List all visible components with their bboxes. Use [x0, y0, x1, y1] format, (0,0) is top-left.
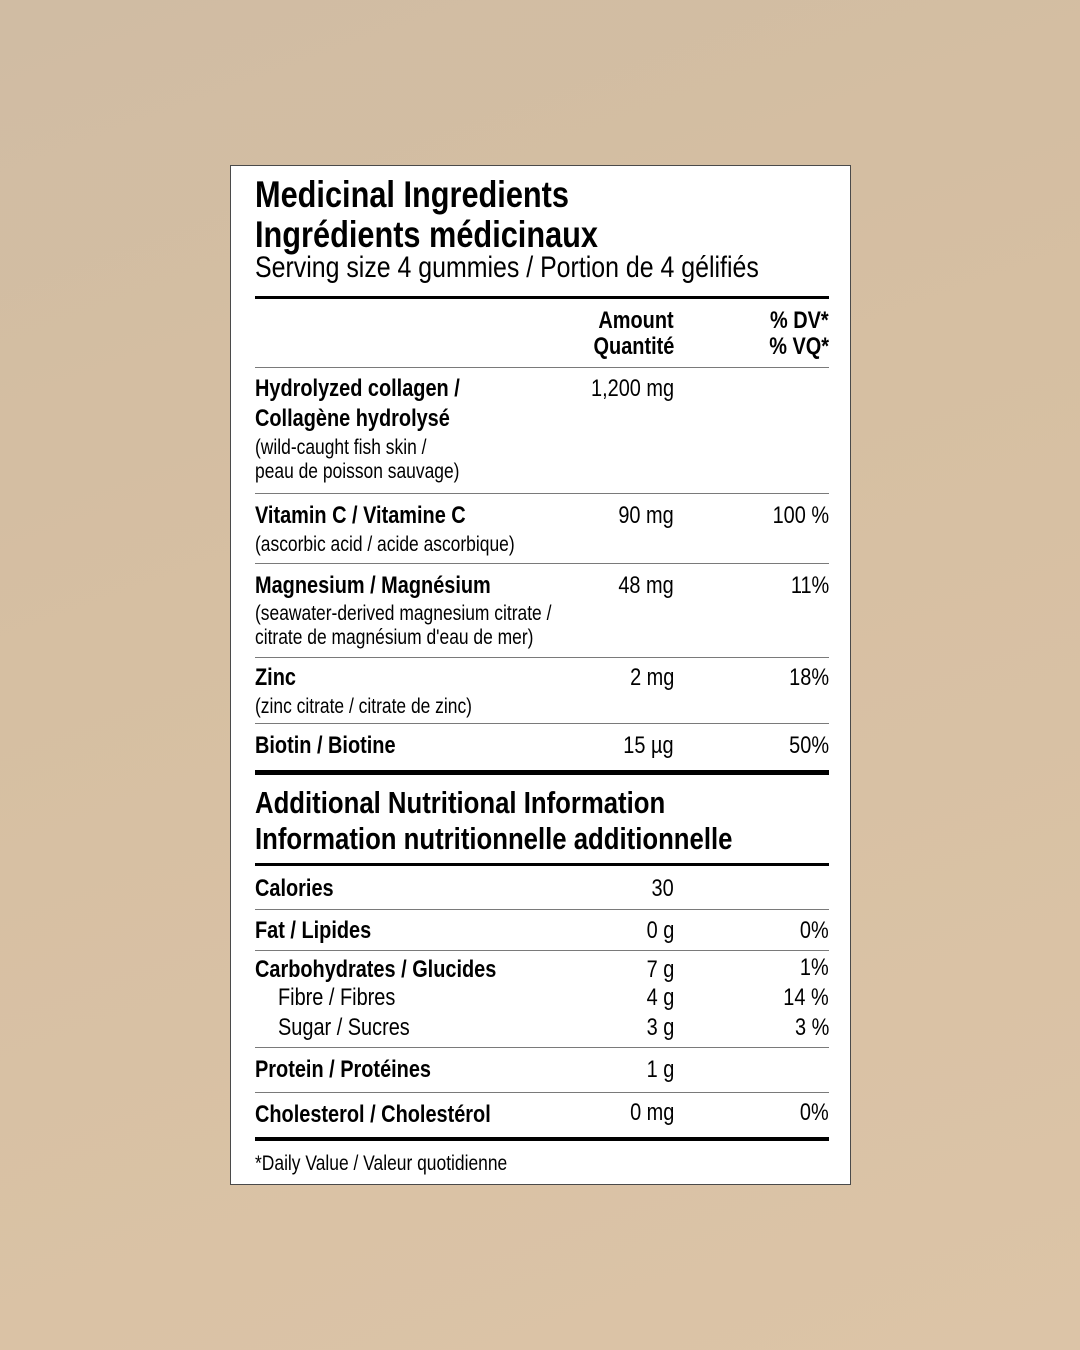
divider [255, 657, 829, 658]
ingredient-source: citrate de magnésium d'eau de mer) [255, 626, 534, 649]
nutrient-name: Sugar / Sucres [278, 1014, 410, 1041]
ingredient-name: Biotin / Biotine [255, 732, 396, 759]
nutrient-dv: 0% [800, 917, 829, 944]
divider [255, 863, 829, 866]
serving-size: Serving size 4 gummies / Portion de 4 gé… [255, 251, 759, 284]
divider [255, 1092, 829, 1093]
ingredient-name: Hydrolyzed collagen / [255, 375, 460, 402]
divider [255, 367, 829, 368]
divider [255, 1047, 829, 1048]
nutrient-name: Fat / Lipides [255, 917, 372, 944]
nutrient-dv: 1% [800, 954, 829, 981]
divider [255, 563, 829, 564]
nutrient-name: Fibre / Fibres [278, 984, 396, 1011]
ingredient-name: Magnesium / Magnésium [255, 572, 491, 599]
ingredient-source: (ascorbic acid / acide ascorbique) [255, 533, 515, 556]
ingredient-name: Collagène hydrolysé [255, 405, 450, 432]
ingredient-dv: 18% [789, 664, 829, 691]
ingredient-dv: 50% [789, 732, 829, 759]
ingredient-source: (seawater-derived magnesium citrate / [255, 602, 552, 625]
col-dv-en: % DV* [770, 307, 829, 334]
divider [255, 950, 829, 951]
ingredient-amount: 48 mg [618, 572, 674, 599]
ingredient-amount: 1,200 mg [590, 375, 674, 402]
ingredient-amount: 2 mg [629, 664, 674, 691]
footnote: *Daily Value / Valeur quotidienne [255, 1152, 508, 1175]
ingredient-dv: 11% [790, 572, 829, 599]
nutrient-dv: 0% [800, 1099, 829, 1126]
nutrient-name: Calories [255, 875, 334, 902]
nutrition-label: Medicinal Ingredients Ingrédients médici… [230, 165, 851, 1185]
nutrient-amount: 0 g [646, 917, 674, 944]
nutrient-name: Cholesterol / Cholestérol [255, 1101, 491, 1128]
additional-title-en: Additional Nutritional Information [255, 785, 666, 820]
nutrient-amount: 1 g [646, 1056, 674, 1083]
additional-title-fr: Information nutritionnelle additionnelle [255, 821, 733, 856]
title-fr: Ingrédients médicinaux [255, 214, 599, 255]
nutrient-amount: 0 mg [629, 1099, 674, 1126]
nutrient-amount: 4 g [646, 984, 674, 1011]
ingredient-source: peau de poisson sauvage) [255, 460, 460, 483]
divider [255, 1137, 829, 1141]
ingredient-name: Vitamin C / Vitamine C [255, 502, 466, 529]
ingredient-amount: 90 mg [618, 502, 674, 529]
divider [255, 493, 829, 494]
ingredient-dv: 100 % [772, 502, 829, 529]
nutrient-amount: 3 g [646, 1014, 674, 1041]
nutrient-name: Carbohydrates / Glucides [255, 956, 497, 983]
ingredient-source: (zinc citrate / citrate de zinc) [255, 695, 472, 718]
divider [255, 770, 829, 775]
nutrient-name: Protein / Protéines [255, 1056, 432, 1083]
col-amount-fr: Quantité [593, 333, 674, 360]
nutrient-amount: 7 g [646, 956, 674, 983]
divider [255, 723, 829, 724]
ingredient-source: (wild-caught fish skin / [255, 436, 427, 459]
nutrient-dv: 3 % [794, 1014, 829, 1041]
title-en: Medicinal Ingredients [255, 174, 569, 215]
divider [255, 909, 829, 910]
nutrient-amount: 30 [651, 875, 674, 902]
divider [255, 296, 829, 299]
ingredient-name: Zinc [255, 664, 296, 691]
nutrient-dv: 14 % [783, 984, 829, 1011]
col-amount-en: Amount [598, 307, 674, 334]
ingredient-amount: 15 µg [623, 732, 674, 759]
col-dv-fr: % VQ* [769, 333, 829, 360]
